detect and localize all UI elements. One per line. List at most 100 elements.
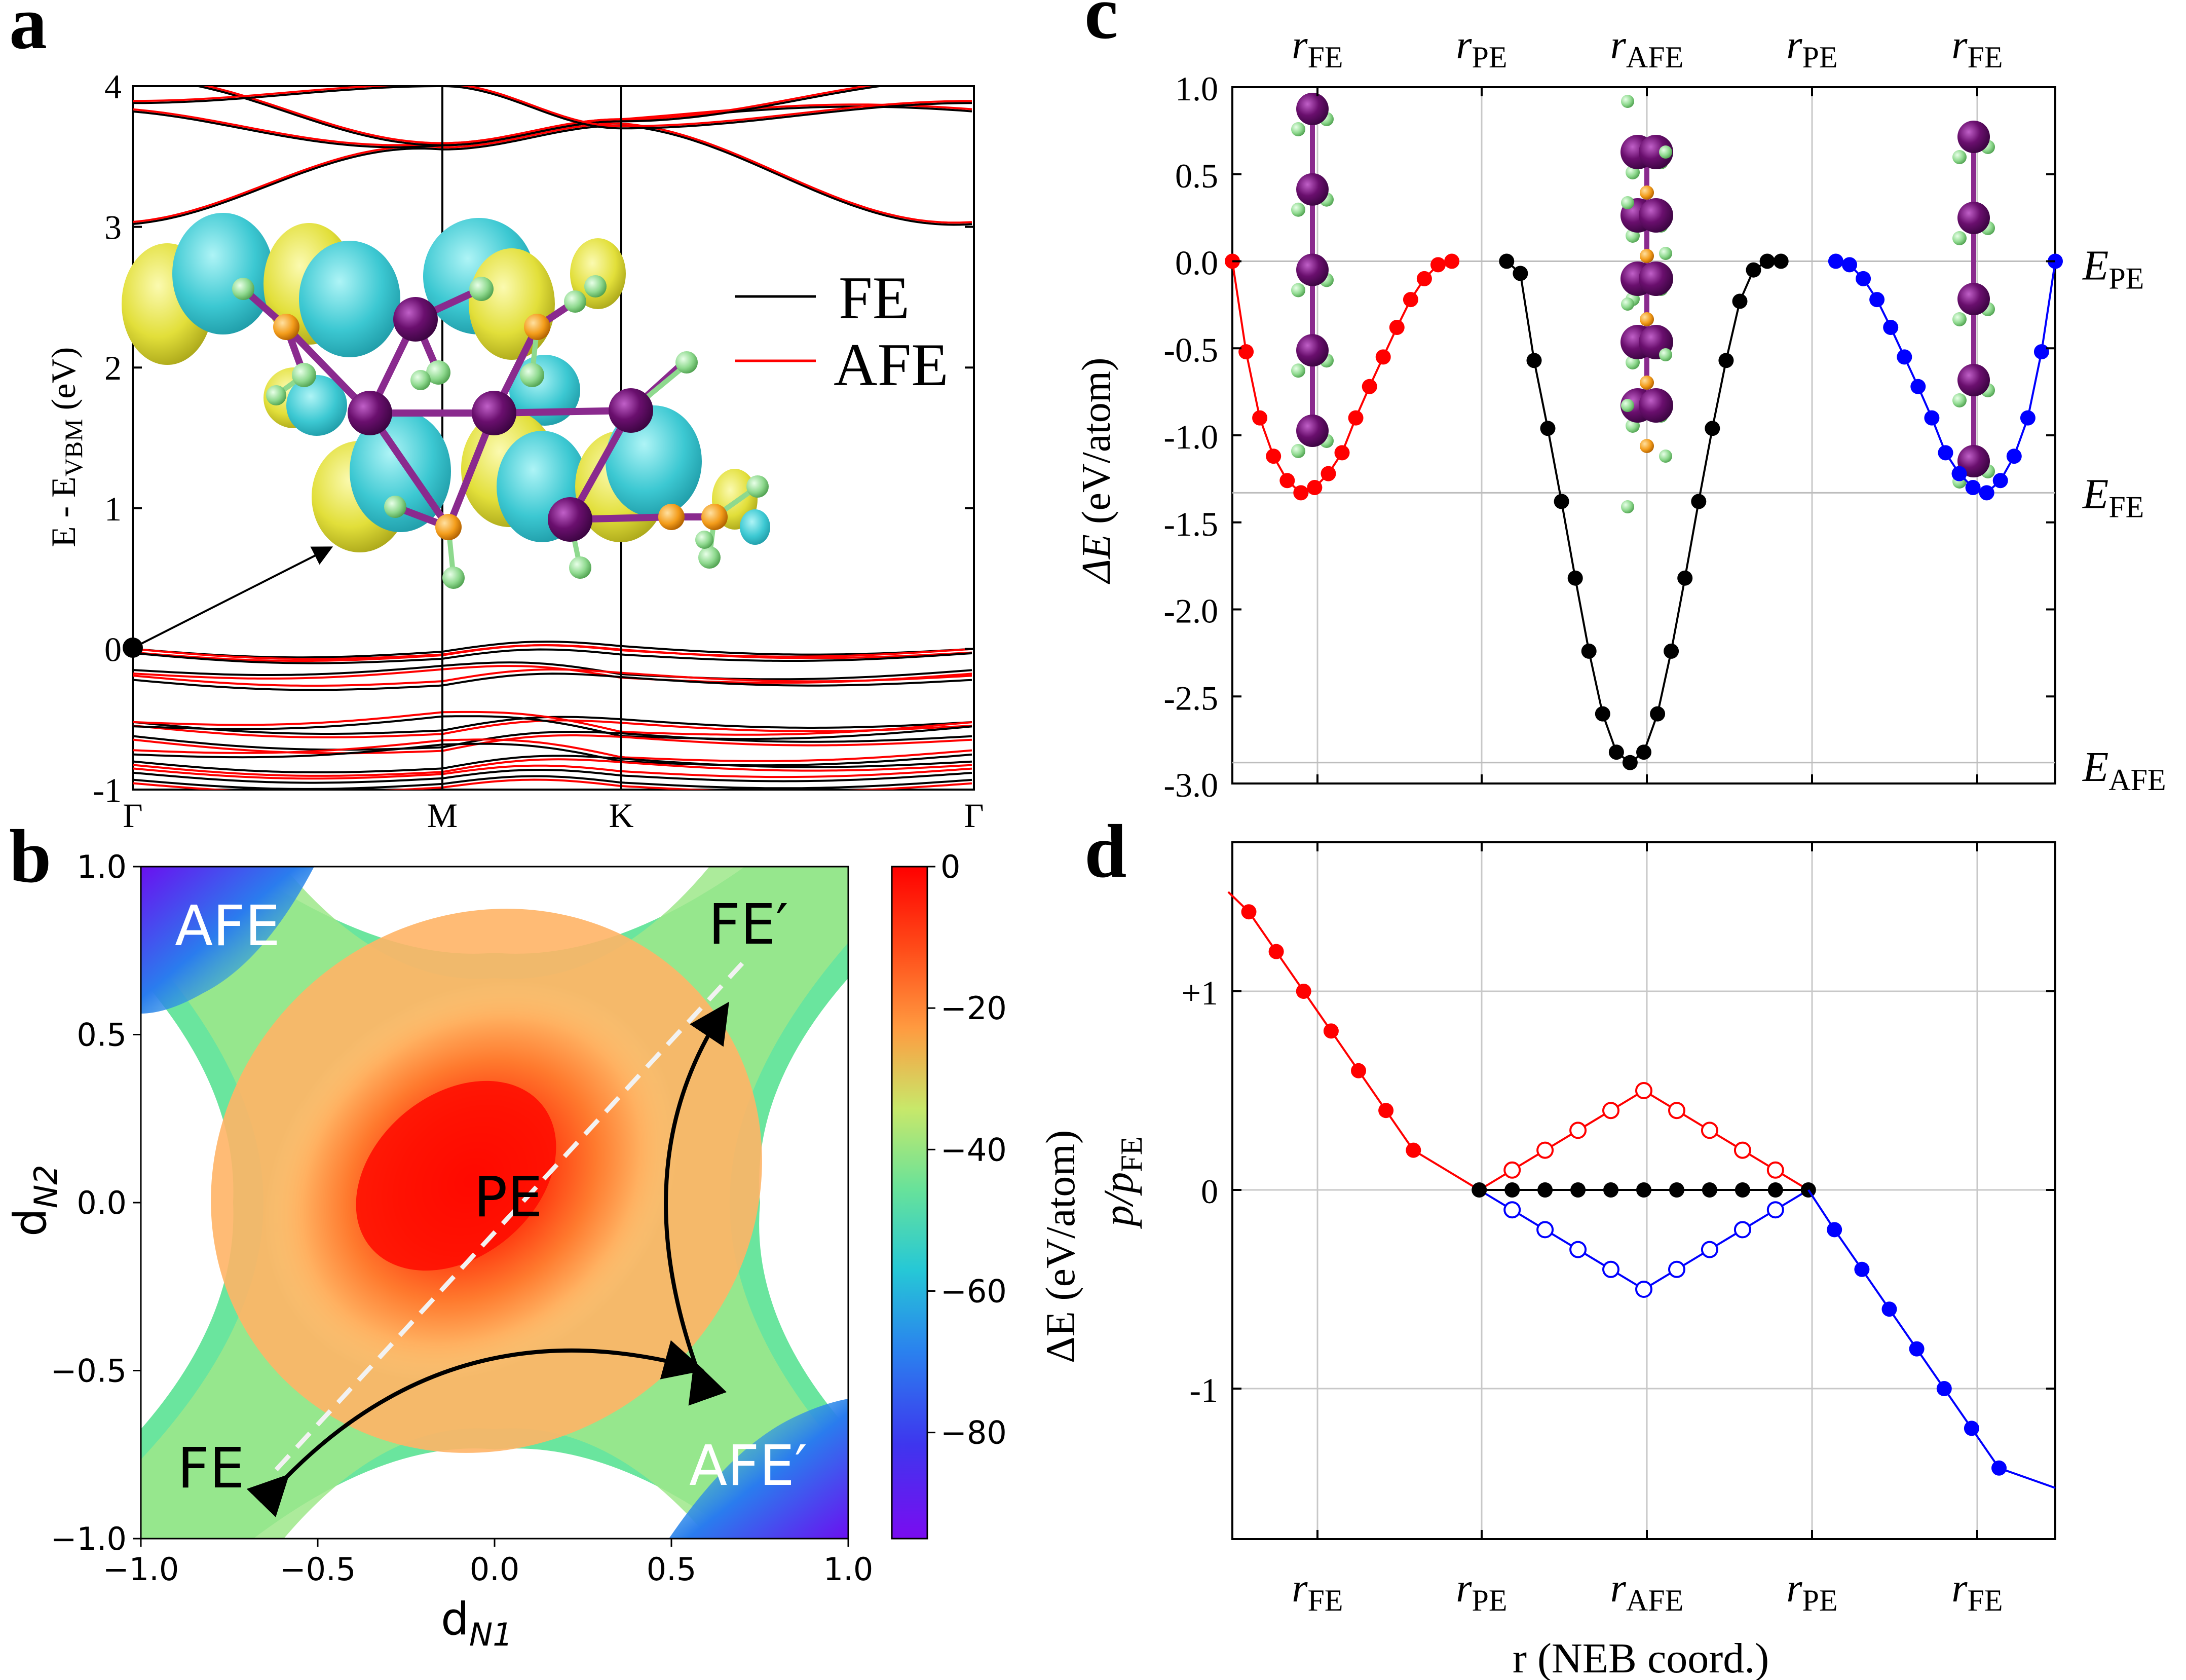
atom-green: [232, 278, 254, 300]
data-point: [1701, 1241, 1718, 1258]
panel-a: a 4 3 2 1 0 -1 Γ M K Γ E - EVBM (eV) FE AFE: [9, 0, 984, 835]
panel-c-structures: [1291, 93, 1995, 513]
data-point: [1378, 1103, 1394, 1118]
data-point: [1691, 494, 1707, 509]
vbm-charge-density-illustration: [122, 213, 770, 589]
data-point: [1266, 449, 1282, 464]
region-label-afe-prime: AFE′: [689, 1433, 807, 1498]
colorbar-ticks: 0 −20 −40 −60 −80: [891, 848, 1007, 1540]
colorbar-tick-label: −80: [940, 1414, 1007, 1451]
data-point: [1735, 1182, 1750, 1198]
region-label-pe: PE: [474, 1165, 543, 1229]
band-afe: [133, 711, 972, 736]
data-point: [1241, 904, 1257, 920]
dashed-path-fe-to-fe-prime: [274, 956, 749, 1472]
data-point: [1964, 1421, 1979, 1436]
data-point: [1602, 1102, 1619, 1119]
atom-orange: [701, 504, 728, 530]
data-point: [1936, 1381, 1952, 1396]
heatmap-corner-afe: [141, 867, 314, 1014]
band-fe: [133, 730, 972, 751]
panel-d: d rFE rPE rAFE rPE rFE +1 0 -1 p/pFE r (NEB coo…: [1084, 809, 2056, 1680]
panel-d-ylabel: p/pFE: [1095, 1137, 1148, 1229]
top-x-label: rPE: [1456, 23, 1507, 74]
data-point: [1635, 1082, 1652, 1099]
colorbar-tick-label: −20: [940, 990, 1007, 1027]
data-point: [1869, 292, 1885, 308]
data-point: [1416, 271, 1432, 286]
atom-green: [442, 567, 465, 589]
data-point: [1635, 1281, 1652, 1298]
data-point: [1608, 744, 1624, 760]
band-fe: [133, 124, 972, 226]
region-label-fe: FE: [177, 1436, 245, 1501]
data-point: [1701, 1122, 1718, 1139]
data-point: [1581, 643, 1597, 659]
atom-green: [1659, 145, 1672, 159]
data-point: [1362, 379, 1377, 394]
series-line: [1479, 1089, 1809, 1191]
data-point: [1526, 353, 1542, 368]
lobe-yellow: [570, 238, 626, 309]
data-point: [1389, 320, 1405, 335]
panel-a-ylabel: E - EVBM (eV): [44, 347, 88, 547]
atom-green: [1659, 450, 1672, 463]
band-fe: [193, 86, 887, 146]
colorbar-label: ΔE (eV/atom): [1037, 1130, 1083, 1363]
band-structure: [133, 86, 972, 790]
atom-green: [1291, 363, 1305, 378]
data-point: [1766, 1201, 1784, 1219]
atom-green: [1291, 122, 1305, 136]
y-tick-label: 2: [104, 349, 122, 387]
data-point: [1293, 485, 1309, 501]
data-point: [1569, 1122, 1587, 1139]
y-tick-label: -3.0: [1163, 766, 1218, 804]
atom-purple: [1296, 173, 1329, 206]
colorbar: [892, 867, 927, 1539]
data-point: [1733, 1221, 1751, 1239]
panel-c-series: [1225, 253, 2063, 770]
data-point: [1924, 410, 1940, 426]
data-point: [1503, 1161, 1521, 1179]
data-point: [1733, 1141, 1751, 1159]
y-tick-label: −1.0: [50, 1520, 127, 1557]
atom-orange: [1640, 312, 1654, 326]
data-point: [1938, 445, 1953, 461]
atom-purple: [393, 297, 438, 342]
atom-green: [746, 475, 769, 498]
band-fe: [133, 661, 972, 681]
atom-green: [410, 370, 431, 390]
panel-d-xlabel: r (NEB coord.): [1513, 1635, 1769, 1680]
data-point: [1746, 262, 1761, 278]
x-tick-label: rFE: [1292, 1566, 1343, 1617]
x-tick-label: rPE: [1456, 1566, 1507, 1617]
data-point: [1992, 473, 2008, 489]
atom-green: [520, 363, 544, 387]
data-point: [2033, 344, 2049, 360]
atom-green: [266, 385, 286, 405]
data-point: [1669, 1182, 1684, 1198]
data-point: [1406, 1142, 1421, 1158]
data-point: [1569, 1241, 1587, 1258]
top-x-label: rAFE: [1610, 23, 1684, 74]
panel-b-ticks: −1.0 −0.5 0.0 0.5 1.0 1.0 0.5 0.0 −0.5 −1.0: [50, 848, 873, 1588]
kpoint-label: M: [427, 796, 458, 835]
band-afe: [133, 122, 972, 224]
lobe-cyan: [172, 213, 274, 334]
panel-d-ticks: rFE rPE rAFE rPE rFE +1 0 -1: [1182, 842, 2055, 1617]
atom-purple: [1296, 93, 1329, 125]
panel-b-label: b: [9, 814, 51, 899]
atom-green: [1621, 500, 1634, 513]
data-point: [1636, 744, 1651, 760]
data-point: [1536, 1141, 1554, 1159]
atom-purple: [1296, 334, 1329, 367]
atom-green: [1952, 231, 1967, 245]
atom-purple: [1639, 388, 1673, 423]
series-line: [1479, 1189, 1809, 1291]
data-point: [1881, 1301, 1897, 1317]
atom-green: [584, 275, 607, 297]
panel-c-label: c: [1084, 0, 1118, 55]
data-point: [1537, 1182, 1553, 1198]
atom-orange: [1640, 185, 1654, 200]
